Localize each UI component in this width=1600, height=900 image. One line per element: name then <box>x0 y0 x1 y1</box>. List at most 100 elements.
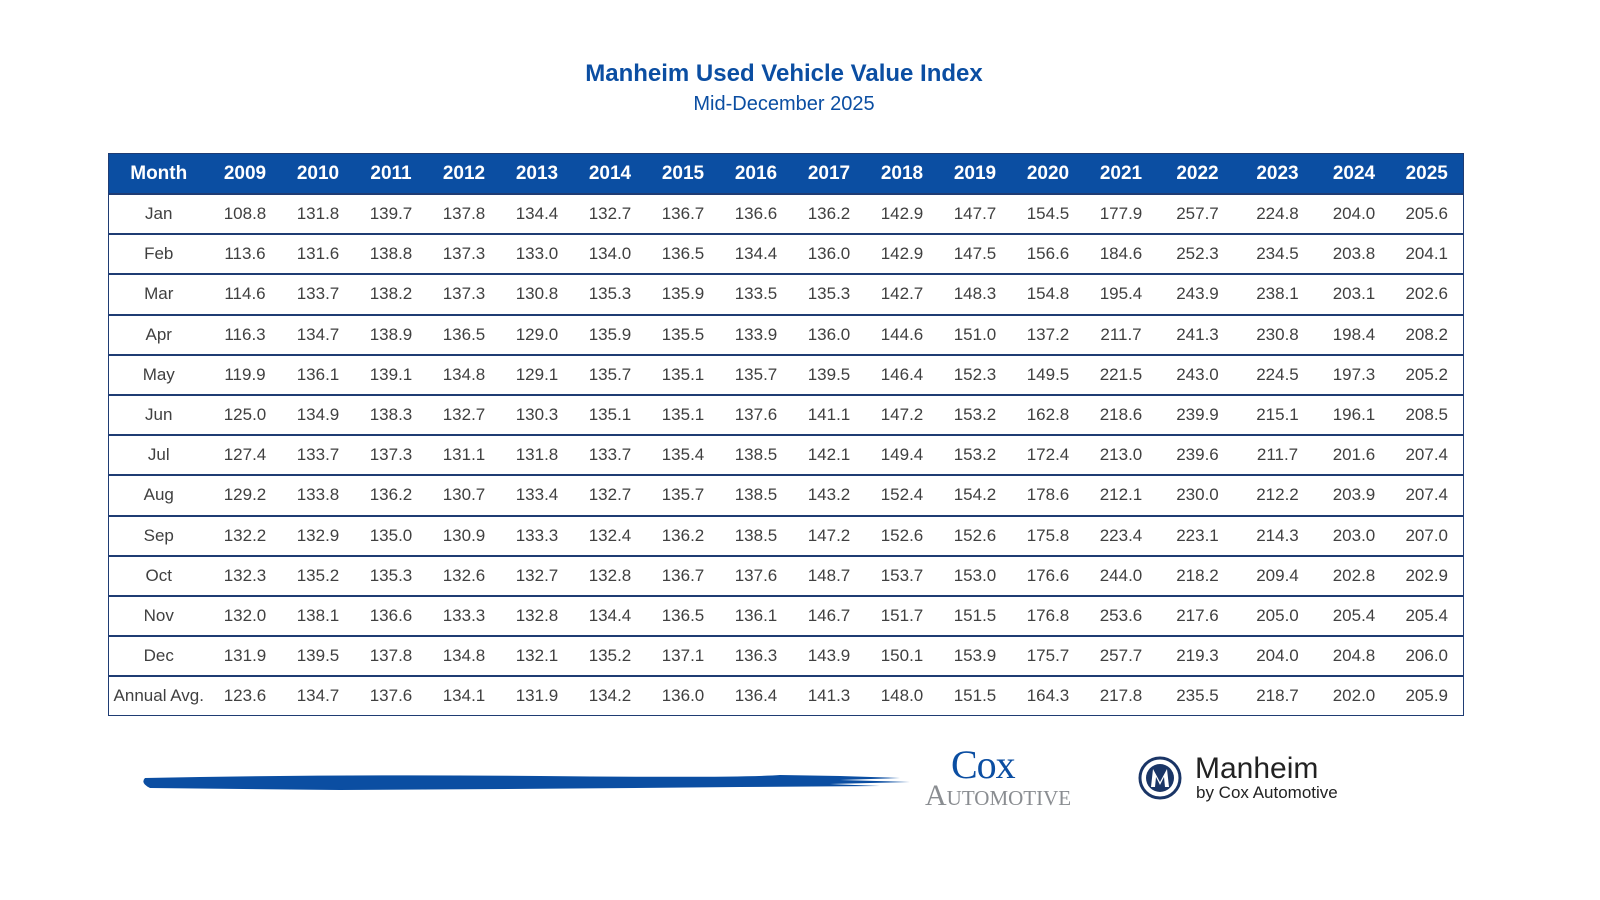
index-value-cell: 136.5 <box>646 594 720 637</box>
header-year: 2022 <box>1157 153 1238 194</box>
index-value-cell: 135.2 <box>573 635 647 677</box>
index-value-cell: 217.6 <box>1157 594 1238 637</box>
index-value-cell: 257.7 <box>1084 635 1158 677</box>
index-value-cell: 136.5 <box>646 233 720 275</box>
header-year: 2010 <box>281 153 355 194</box>
header-year: 2020 <box>1011 153 1085 194</box>
header-year: 2017 <box>792 153 866 194</box>
index-value-cell: 133.7 <box>281 434 355 476</box>
index-value-cell: 215.1 <box>1237 393 1318 436</box>
row-label: Jul <box>108 434 209 476</box>
index-value-cell: 218.6 <box>1084 393 1158 436</box>
index-value-cell: 230.0 <box>1157 474 1238 516</box>
index-value-cell: 119.9 <box>208 353 282 395</box>
index-value-cell: 195.4 <box>1084 273 1158 315</box>
index-value-cell: 132.0 <box>208 594 282 637</box>
index-value-cell: 135.3 <box>792 273 866 315</box>
index-value-cell: 244.0 <box>1084 554 1158 596</box>
index-value-cell: 178.6 <box>1011 474 1085 516</box>
index-value-cell: 135.7 <box>573 353 647 395</box>
index-value-cell: 172.4 <box>1011 434 1085 476</box>
index-value-cell: 141.3 <box>792 675 866 716</box>
row-label: Apr <box>108 313 209 355</box>
index-value-cell: 162.8 <box>1011 393 1085 436</box>
row-label: Nov <box>108 594 209 637</box>
index-value-cell: 129.0 <box>500 313 574 355</box>
index-value-cell: 147.5 <box>938 233 1012 275</box>
index-value-cell: 207.0 <box>1390 514 1464 556</box>
index-value-cell: 153.2 <box>938 434 1012 476</box>
index-value-cell: 202.8 <box>1317 554 1391 596</box>
index-value-cell: 153.0 <box>938 554 1012 596</box>
index-value-cell: 108.8 <box>208 192 282 235</box>
table-row: Feb 113.6 131.6 138.8 137.3 133.0 134.0 136.5 13… <box>108 233 1464 275</box>
index-value-cell: 177.9 <box>1084 192 1158 235</box>
index-value-cell: 146.7 <box>792 594 866 637</box>
header-year: 2013 <box>500 153 574 194</box>
index-value-cell: 203.1 <box>1317 273 1391 315</box>
index-value-cell: 196.1 <box>1317 393 1391 436</box>
index-value-cell: 132.7 <box>573 192 647 235</box>
index-value-cell: 136.1 <box>281 353 355 395</box>
index-value-cell: 133.5 <box>719 273 793 315</box>
index-value-cell: 130.8 <box>500 273 574 315</box>
index-value-cell: 213.0 <box>1084 434 1158 476</box>
index-value-cell: 131.8 <box>500 434 574 476</box>
index-value-cell: 138.2 <box>354 273 428 315</box>
index-value-cell: 134.2 <box>573 675 647 716</box>
index-value-cell: 202.6 <box>1390 273 1464 315</box>
index-value-cell: 202.9 <box>1390 554 1464 596</box>
index-value-cell: 235.5 <box>1157 675 1238 716</box>
index-value-cell: 205.4 <box>1317 594 1391 637</box>
page-title: Manheim Used Vehicle Value Index <box>585 60 983 87</box>
index-value-cell: 217.8 <box>1084 675 1158 716</box>
index-value-cell: 139.1 <box>354 353 428 395</box>
index-value-cell: 130.3 <box>500 393 574 436</box>
index-value-cell: 131.9 <box>500 675 574 716</box>
header-year: 2021 <box>1084 153 1158 194</box>
index-value-cell: 132.8 <box>573 554 647 596</box>
index-value-cell: 151.5 <box>938 594 1012 637</box>
index-value-cell: 138.5 <box>719 514 793 556</box>
index-value-cell: 125.0 <box>208 393 282 436</box>
row-label: Oct <box>108 554 209 596</box>
index-value-cell: 208.2 <box>1390 313 1464 355</box>
index-value-cell: 138.9 <box>354 313 428 355</box>
index-value-cell: 201.6 <box>1317 434 1391 476</box>
index-value-cell: 135.9 <box>573 313 647 355</box>
index-value-cell: 136.0 <box>646 675 720 716</box>
index-value-cell: 211.7 <box>1084 313 1158 355</box>
index-value-cell: 149.4 <box>865 434 939 476</box>
index-value-cell: 219.3 <box>1157 635 1238 677</box>
index-value-cell: 148.3 <box>938 273 1012 315</box>
index-value-cell: 212.2 <box>1237 474 1318 516</box>
index-value-cell: 136.0 <box>792 233 866 275</box>
index-value-cell: 243.0 <box>1157 353 1238 395</box>
index-value-cell: 205.2 <box>1390 353 1464 395</box>
index-value-cell: 131.9 <box>208 635 282 677</box>
index-value-cell: 113.6 <box>208 233 282 275</box>
index-value-cell: 136.6 <box>354 594 428 637</box>
index-value-cell: 131.1 <box>427 434 501 476</box>
row-label: Aug <box>108 474 209 516</box>
index-value-cell: 152.4 <box>865 474 939 516</box>
index-value-cell: 132.6 <box>427 554 501 596</box>
header-year: 2018 <box>865 153 939 194</box>
index-value-cell: 133.7 <box>281 273 355 315</box>
index-value-cell: 164.3 <box>1011 675 1085 716</box>
index-value-cell: 133.8 <box>281 474 355 516</box>
index-value-cell: 149.5 <box>1011 353 1085 395</box>
index-value-cell: 221.5 <box>1084 353 1158 395</box>
index-value-cell: 239.9 <box>1157 393 1238 436</box>
header-year: 2025 <box>1390 153 1464 194</box>
index-value-cell: 132.8 <box>500 594 574 637</box>
index-value-cell: 257.7 <box>1157 192 1238 235</box>
index-value-cell: 153.9 <box>938 635 1012 677</box>
index-value-cell: 135.1 <box>573 393 647 436</box>
index-value-cell: 243.9 <box>1157 273 1238 315</box>
index-value-cell: 151.0 <box>938 313 1012 355</box>
index-value-cell: 204.0 <box>1317 192 1391 235</box>
index-value-cell: 134.8 <box>427 635 501 677</box>
index-value-cell: 116.3 <box>208 313 282 355</box>
index-value-cell: 175.7 <box>1011 635 1085 677</box>
